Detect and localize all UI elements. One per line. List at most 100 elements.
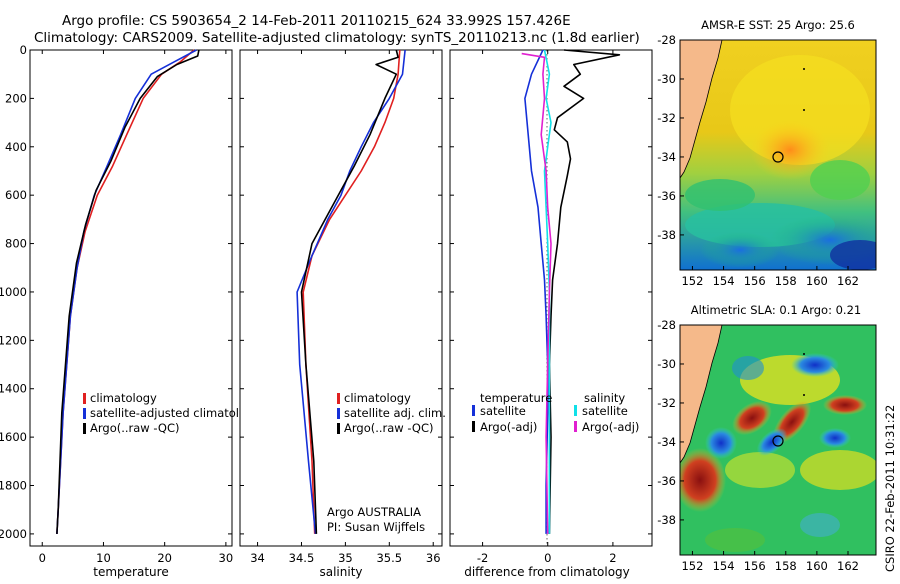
y-tick-label: 1600: [0, 430, 27, 444]
series-line-argo-raw-qc-: [56, 49, 200, 534]
legend-swatch-satellite: [83, 408, 86, 419]
difference-series: [521, 49, 621, 534]
x-tick-label: 30: [219, 551, 234, 565]
map-frame: [679, 324, 877, 556]
x-tick-label: 160: [806, 274, 828, 288]
sla-map-panel: Altimetric SLA: 0.1 Argo: 0.21 152 154 156…: [657, 303, 877, 573]
legend-label-argo: Argo(..raw -QC): [90, 421, 180, 435]
x-tick-label: 34.5: [289, 551, 315, 565]
map-title: AMSR-E SST: 25 Argo: 25.6: [701, 18, 855, 32]
legend-label-temp-satellite: satellite: [480, 404, 526, 418]
y-tick-label: 2000: [0, 527, 27, 541]
series-line-satellite-adj-clim-: [296, 49, 406, 534]
legend-swatch-climatology: [83, 393, 86, 404]
y-tick-label: 1000: [0, 285, 27, 299]
legend-swatch-argo: [83, 423, 86, 434]
legend-swatch-sal-argo: [574, 421, 577, 432]
series-line-argo-raw-qc-: [300, 49, 399, 534]
x-tick-label: 158: [775, 559, 797, 573]
temperature-axis: 0 10 20 30: [39, 50, 234, 565]
x-tick-label: 156: [744, 274, 766, 288]
y-tick-label: -28: [657, 33, 676, 47]
salinity-profile-panel: 34 34.5 35 35.5 36 salinity climatology sate…: [239, 49, 446, 579]
legend-label-satellite: satellite-adjusted climatology: [90, 406, 260, 420]
x-tick-label: 0: [544, 551, 551, 565]
legend-title-temperature: temperature: [480, 391, 552, 405]
legend: climatology satellite adj. clim. Argo(..…: [337, 391, 446, 435]
x-tick-label: 160: [806, 559, 828, 573]
series-line-temperature-argo-adj-: [548, 49, 621, 534]
legend: temperature satellite Argo(-adj) salinit…: [472, 391, 639, 434]
temperature-series: [56, 49, 200, 534]
map-axes: 152 154 156 158 160 162 -28 -30 -32 -34 -36 -38: [657, 33, 859, 288]
difference-axis: -2 0 2: [477, 50, 617, 565]
y-tick-label: 800: [5, 237, 27, 251]
x-axis-label: temperature: [93, 565, 168, 579]
x-tick-label: 35.5: [376, 551, 402, 565]
island-dot: [803, 394, 805, 396]
argo-float-marker: [772, 151, 784, 163]
y-tick-label: -30: [657, 357, 676, 371]
y-tick-label: 400: [5, 140, 27, 154]
temperature-profile-panel: 0 200 400 600 800 1000 1200 1400 1600 1800 2000 0 1…: [0, 43, 260, 579]
y-tick-label: 200: [5, 91, 27, 105]
sla-field: [680, 325, 876, 555]
y-tick-label: -38: [657, 228, 676, 242]
legend-swatch-sal-satellite: [574, 405, 577, 416]
y-tick-label: 1800: [0, 479, 27, 493]
x-tick-label: 35: [338, 551, 353, 565]
x-axis-label: difference from climatology: [464, 565, 630, 579]
plot-frame: [29, 49, 233, 547]
legend-title-salinity: salinity: [584, 391, 625, 405]
series-line-temperature-satellite: [524, 49, 549, 534]
footer-org: Argo AUSTRALIA: [327, 505, 421, 519]
y-tick-label: -32: [657, 111, 676, 125]
footer-stamp: CSIRO 22-Feb-2011 10:31:22: [883, 405, 897, 572]
series-line-salinity-satellite: [543, 49, 552, 534]
legend-label-satellite: satellite adj. clim.: [344, 406, 446, 420]
legend-swatch-temp-argo: [472, 421, 475, 432]
legend-swatch-satellite: [337, 408, 340, 419]
map-frame: [679, 39, 877, 271]
x-tick-label: 2: [609, 551, 616, 565]
legend-label-sal-satellite: satellite: [582, 404, 628, 418]
x-tick-label: 20: [157, 551, 172, 565]
x-tick-label: 36: [426, 551, 441, 565]
y-tick-label: -34: [657, 435, 676, 449]
legend-label-temp-argo: Argo(-adj): [480, 420, 537, 434]
footer-pi: PI: Susan Wijffels: [327, 520, 425, 534]
legend-label-sal-argo: Argo(-adj): [582, 420, 639, 434]
x-tick-label: 162: [837, 559, 859, 573]
depth-axis: [450, 49, 652, 535]
x-tick-label: 152: [681, 274, 703, 288]
difference-profile-panel: -2 0 2 difference from climatology tempera…: [449, 49, 653, 579]
sst-map-panel: AMSR-E SST: 25 Argo: 25.6 152 154 156 158 16…: [657, 18, 877, 288]
map-axes: 152 154 156 158 160 162 -28 -30 -32 -34 -36 -38: [657, 318, 859, 573]
y-tick-label: -38: [657, 513, 676, 527]
legend-swatch-temp-satellite: [472, 405, 475, 416]
legend-label-climatology: climatology: [344, 391, 411, 405]
y-tick-label: 1400: [0, 382, 27, 396]
land-mass: [680, 325, 723, 464]
y-tick-label: -28: [657, 318, 676, 332]
y-tick-label: 0: [20, 43, 27, 57]
sst-field: [680, 40, 876, 270]
header-line2: Climatology: CARS2009. Satellite-adjuste…: [34, 30, 640, 46]
x-tick-label: 152: [681, 559, 703, 573]
x-tick-label: 10: [96, 551, 111, 565]
argo-float-marker: [772, 435, 784, 447]
x-axis-label: salinity: [319, 565, 362, 579]
x-tick-label: 162: [837, 274, 859, 288]
legend-label-argo: Argo(..raw -QC): [344, 421, 434, 435]
legend: climatology satellite-adjusted climatolo…: [83, 391, 260, 435]
x-tick-label: 154: [713, 559, 735, 573]
salinity-series: [296, 49, 406, 534]
island-dot: [803, 353, 805, 355]
x-tick-label: 0: [39, 551, 46, 565]
x-tick-label: 154: [713, 274, 735, 288]
land-mass: [680, 40, 723, 179]
depth-axis: 0 200 400 600 800 1000 1200 1400 1600 1800 2000: [0, 43, 232, 541]
legend-swatch-climatology: [337, 393, 340, 404]
salinity-axis: 34 34.5 35 35.5 36: [250, 50, 441, 565]
